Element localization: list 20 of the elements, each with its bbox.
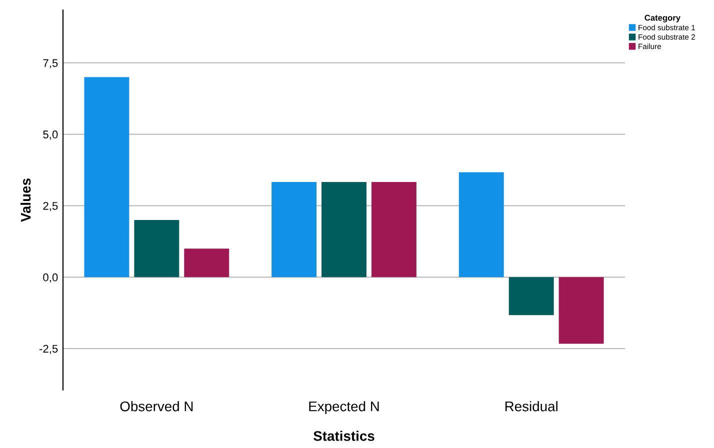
x-tick-label: Observed N	[120, 401, 193, 412]
bar	[134, 220, 180, 278]
bar	[322, 182, 366, 278]
bar	[272, 182, 317, 278]
y-tick-label: 7,5	[43, 59, 58, 68]
legend-title: Category	[644, 14, 680, 22]
bar	[508, 277, 554, 316]
x-axis-title: Statistics	[314, 430, 374, 441]
bar	[371, 182, 416, 278]
x-tick-label: Residual	[505, 401, 558, 412]
bar	[184, 248, 230, 278]
y-tick-label: 0,0	[43, 273, 58, 283]
x-tick-label: Expected N	[309, 401, 379, 414]
bar	[84, 77, 130, 278]
y-tick-label: 2,5	[43, 202, 58, 212]
bar	[458, 172, 504, 278]
y-axis-title: Values	[20, 178, 31, 222]
y-tick-label: -2,5	[39, 344, 58, 354]
bar	[558, 277, 604, 344]
y-tick-label: 5,0	[43, 130, 58, 140]
